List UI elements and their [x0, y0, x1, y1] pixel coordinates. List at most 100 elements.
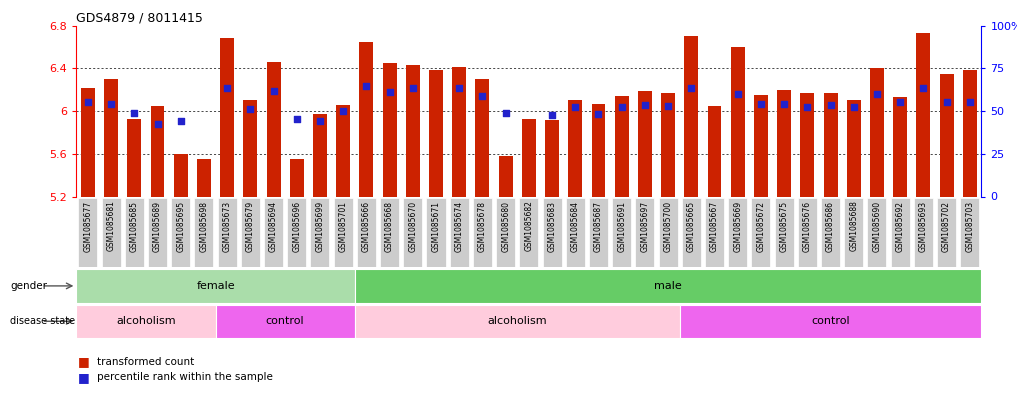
- Bar: [612, 198, 632, 267]
- Bar: [102, 198, 121, 267]
- Text: GSM1085673: GSM1085673: [223, 200, 232, 252]
- Bar: [404, 198, 422, 267]
- Bar: [151, 106, 165, 196]
- Bar: [496, 198, 516, 267]
- Point: [452, 84, 468, 91]
- Text: GSM1085701: GSM1085701: [339, 200, 348, 252]
- Bar: [614, 96, 629, 196]
- Point: [939, 99, 955, 106]
- Text: GSM1085691: GSM1085691: [617, 200, 626, 252]
- Bar: [334, 198, 353, 267]
- Point: [242, 106, 258, 112]
- Bar: [241, 198, 260, 267]
- Point: [637, 101, 653, 108]
- Bar: [290, 159, 304, 196]
- Point: [405, 84, 421, 91]
- Bar: [963, 70, 976, 196]
- Bar: [287, 198, 306, 267]
- Bar: [429, 70, 443, 196]
- Bar: [731, 47, 744, 196]
- Text: GSM1085695: GSM1085695: [176, 200, 185, 252]
- Bar: [844, 198, 863, 267]
- Point: [289, 116, 305, 122]
- Bar: [76, 269, 355, 303]
- Bar: [81, 88, 95, 196]
- Text: transformed count: transformed count: [97, 356, 194, 367]
- Point: [660, 103, 676, 109]
- Bar: [684, 36, 699, 197]
- Bar: [355, 305, 679, 338]
- Bar: [728, 198, 747, 267]
- Bar: [310, 198, 330, 267]
- Bar: [498, 156, 513, 196]
- Bar: [337, 105, 350, 196]
- Point: [567, 104, 584, 110]
- Text: GSM1085699: GSM1085699: [315, 200, 324, 252]
- Bar: [870, 68, 884, 196]
- Text: GSM1085681: GSM1085681: [107, 200, 116, 252]
- Bar: [569, 100, 582, 196]
- Bar: [679, 305, 981, 338]
- Text: GSM1085690: GSM1085690: [873, 200, 882, 252]
- Bar: [681, 198, 701, 267]
- Text: GSM1085680: GSM1085680: [501, 200, 511, 252]
- Bar: [705, 198, 724, 267]
- Bar: [264, 198, 283, 267]
- Text: gender: gender: [10, 281, 47, 291]
- Point: [497, 110, 514, 116]
- Point: [79, 99, 96, 106]
- Bar: [218, 198, 237, 267]
- Point: [173, 118, 189, 124]
- Bar: [313, 114, 326, 196]
- Text: disease state: disease state: [10, 316, 75, 326]
- Point: [962, 99, 978, 106]
- Point: [544, 112, 560, 118]
- Bar: [76, 305, 216, 338]
- Bar: [914, 198, 933, 267]
- Text: GSM1085676: GSM1085676: [802, 200, 812, 252]
- Point: [312, 118, 328, 124]
- Bar: [426, 198, 445, 267]
- Bar: [194, 198, 214, 267]
- Point: [823, 101, 839, 108]
- Point: [335, 108, 351, 114]
- Bar: [476, 79, 489, 196]
- Point: [126, 110, 142, 116]
- Bar: [821, 198, 840, 267]
- Text: alcoholism: alcoholism: [116, 316, 176, 326]
- Bar: [406, 65, 420, 196]
- Bar: [847, 100, 860, 196]
- Bar: [104, 79, 118, 196]
- Bar: [659, 198, 677, 267]
- Bar: [800, 93, 815, 196]
- Point: [358, 83, 374, 90]
- Bar: [171, 198, 190, 267]
- Text: GSM1085678: GSM1085678: [478, 200, 487, 252]
- Bar: [450, 198, 469, 267]
- Bar: [797, 198, 817, 267]
- Text: GSM1085689: GSM1085689: [153, 200, 162, 252]
- Text: alcoholism: alcoholism: [487, 316, 547, 326]
- Bar: [382, 63, 397, 196]
- Bar: [824, 93, 838, 196]
- Text: GSM1085668: GSM1085668: [385, 200, 395, 252]
- Text: GSM1085672: GSM1085672: [757, 200, 766, 252]
- Point: [776, 100, 792, 107]
- Point: [729, 91, 745, 97]
- Bar: [78, 198, 98, 267]
- Text: female: female: [196, 281, 235, 291]
- Text: GSM1085669: GSM1085669: [733, 200, 742, 252]
- Text: ■: ■: [78, 371, 91, 384]
- Text: GSM1085692: GSM1085692: [896, 200, 905, 252]
- Bar: [473, 198, 492, 267]
- Text: percentile rank within the sample: percentile rank within the sample: [97, 372, 273, 382]
- Point: [381, 89, 398, 95]
- Point: [799, 104, 816, 110]
- Point: [103, 100, 119, 107]
- Point: [845, 104, 861, 110]
- Text: GSM1085683: GSM1085683: [547, 200, 556, 252]
- Bar: [359, 42, 373, 196]
- Text: GSM1085700: GSM1085700: [663, 200, 672, 252]
- Point: [753, 100, 769, 107]
- Bar: [522, 119, 536, 196]
